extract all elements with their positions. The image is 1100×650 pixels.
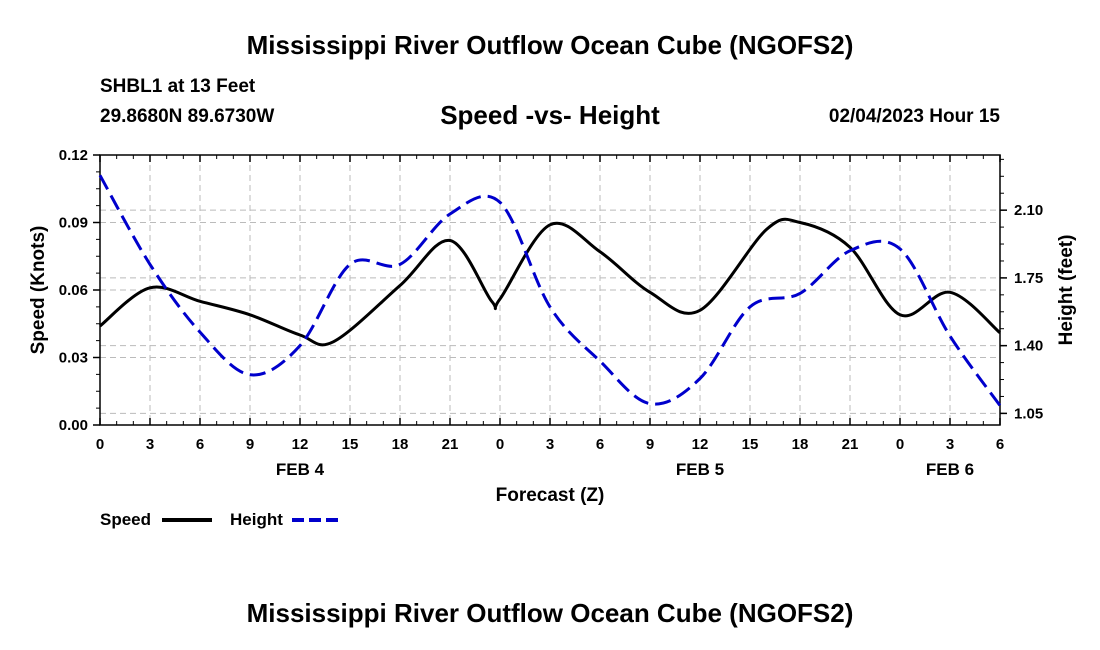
legend-height-label: Height [230, 510, 283, 529]
y-axis-label: Speed (Knots) [28, 226, 49, 355]
y2-tick-label: 1.75 [1014, 270, 1043, 287]
y-tick-label: 0.03 [59, 350, 88, 367]
date-label: FEB 5 [676, 460, 724, 479]
x-tick-label: 0 [96, 436, 104, 453]
speed-series-line [99, 217, 1001, 347]
height-data-point [350, 264, 351, 265]
height-series-line [98, 174, 1002, 407]
x-tick-label: 15 [742, 436, 759, 453]
coordinates-label: 29.8680N 89.6730W [100, 106, 275, 127]
x-tick-label: 6 [996, 436, 1004, 453]
chart-title: Speed -vs- Height [440, 100, 660, 130]
x-tick-label: 3 [546, 436, 554, 453]
date-label: FEB 4 [276, 460, 325, 479]
x-tick-label: 18 [392, 436, 409, 453]
y-tick-label: 0.00 [59, 417, 88, 434]
y-tick-label: 0.06 [59, 282, 88, 299]
height-data-point [650, 403, 651, 404]
grid [100, 155, 1000, 425]
x-tick-label: 15 [342, 436, 359, 453]
y-tick-label: 0.09 [59, 215, 88, 232]
station-label: SHBL1 at 13 Feet [100, 76, 256, 97]
x-tick-label: 6 [596, 436, 604, 453]
x-tick-label: 0 [896, 436, 904, 453]
x-axis-label: Forecast (Z) [496, 485, 605, 506]
x-tick-label: 3 [146, 436, 154, 453]
x-tick-label: 3 [946, 436, 954, 453]
axes: 0 3 6 9 12 15 18 21 0 3 6 9 12 15 18 21 0 3 6 0.00 0.03 0.06 0… [59, 147, 1043, 479]
forecast-datetime: 02/04/2023 Hour 15 [828, 106, 1000, 127]
y2-tick-label: 2.10 [1014, 202, 1043, 219]
y2-tick-label: 1.05 [1014, 405, 1043, 422]
x-tick-label: 9 [646, 436, 654, 453]
x-tick-label: 21 [842, 436, 859, 453]
legend: Speed Height [100, 510, 342, 529]
x-tick-label: 21 [442, 436, 459, 453]
x-tick-label: 12 [692, 436, 709, 453]
series [98, 174, 1002, 407]
y2-axis-label: Height (feet) [1056, 235, 1077, 346]
x-tick-label: 18 [792, 436, 809, 453]
x-tick-label: 12 [292, 436, 309, 453]
x-tick-label: 0 [496, 436, 504, 453]
bottom-title: Mississippi River Outflow Ocean Cube (NG… [246, 598, 854, 628]
y2-tick-label: 1.40 [1014, 338, 1043, 355]
date-label: FEB 6 [926, 460, 974, 479]
x-tick-label: 9 [246, 436, 254, 453]
main-title: Mississippi River Outflow Ocean Cube (NG… [246, 30, 854, 60]
y-tick-label: 0.12 [59, 147, 88, 164]
x-tick-label: 6 [196, 436, 204, 453]
legend-speed-label: Speed [100, 510, 151, 529]
